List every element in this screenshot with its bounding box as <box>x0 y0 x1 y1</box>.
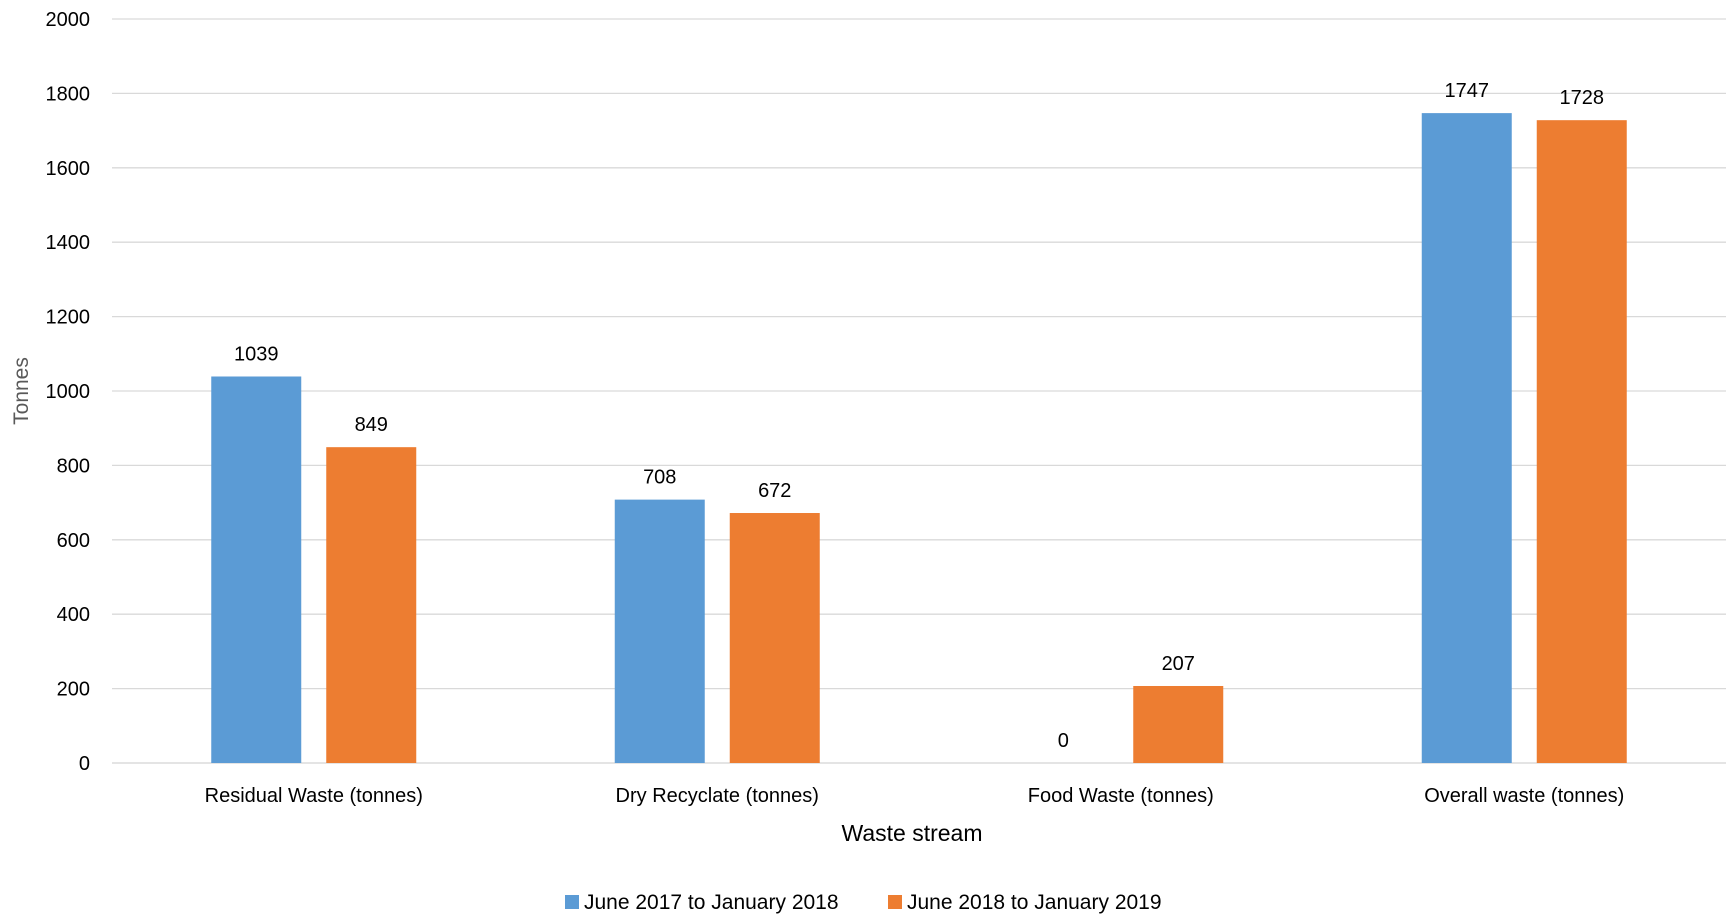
y-tick-label: 1200 <box>46 307 91 329</box>
y-tick-label: 2000 <box>46 9 91 31</box>
x-axis-categories: Residual Waste (tonnes) Dry Recyclate (to… <box>205 785 1625 807</box>
x-category-label: Food Waste (tonnes) <box>1028 785 1214 807</box>
x-category-label: Dry Recyclate (tonnes) <box>616 785 819 807</box>
y-tick-label: 1800 <box>46 83 91 105</box>
bars <box>211 113 1627 764</box>
bar <box>614 499 705 763</box>
y-tick-label: 0 <box>79 753 90 775</box>
data-label: 849 <box>355 414 388 436</box>
y-tick-label: 1600 <box>46 158 91 180</box>
y-tick-label: 400 <box>57 604 90 626</box>
legend-swatch <box>888 895 902 909</box>
bar <box>729 513 820 763</box>
data-label: 207 <box>1162 653 1195 675</box>
x-axis-title: Waste stream <box>841 820 982 846</box>
y-axis-ticks: 0 200 400 600 800 1000 1200 1400 1600 1800 2000 <box>46 9 91 775</box>
x-category-label: Overall waste (tonnes) <box>1424 785 1624 807</box>
y-tick-label: 200 <box>57 679 90 701</box>
data-label: 1728 <box>1560 87 1605 109</box>
bar <box>1133 685 1224 763</box>
data-label: 1039 <box>234 343 279 365</box>
y-tick-label: 1400 <box>46 232 91 254</box>
legend-swatch <box>565 895 579 909</box>
data-label: 672 <box>758 480 791 502</box>
y-axis-title: Tonnes <box>10 357 33 425</box>
y-tick-label: 600 <box>57 530 90 552</box>
data-label: 708 <box>643 467 676 489</box>
legend-label: June 2018 to January 2019 <box>907 891 1162 914</box>
data-label: 0 <box>1058 730 1069 752</box>
y-tick-label: 1000 <box>46 381 91 403</box>
legend-label: June 2017 to January 2018 <box>584 891 839 914</box>
bar <box>211 376 302 763</box>
data-labels: 1039 849 708 672 0 207 1747 1728 <box>234 80 1604 752</box>
x-category-label: Residual Waste (tonnes) <box>205 785 423 807</box>
bar <box>326 447 417 763</box>
y-tick-label: 800 <box>57 455 90 477</box>
legend: June 2017 to January 2018 June 2018 to Ja… <box>565 891 1162 914</box>
bar <box>1536 120 1627 763</box>
data-label: 1747 <box>1445 80 1490 102</box>
bar <box>1421 113 1512 764</box>
